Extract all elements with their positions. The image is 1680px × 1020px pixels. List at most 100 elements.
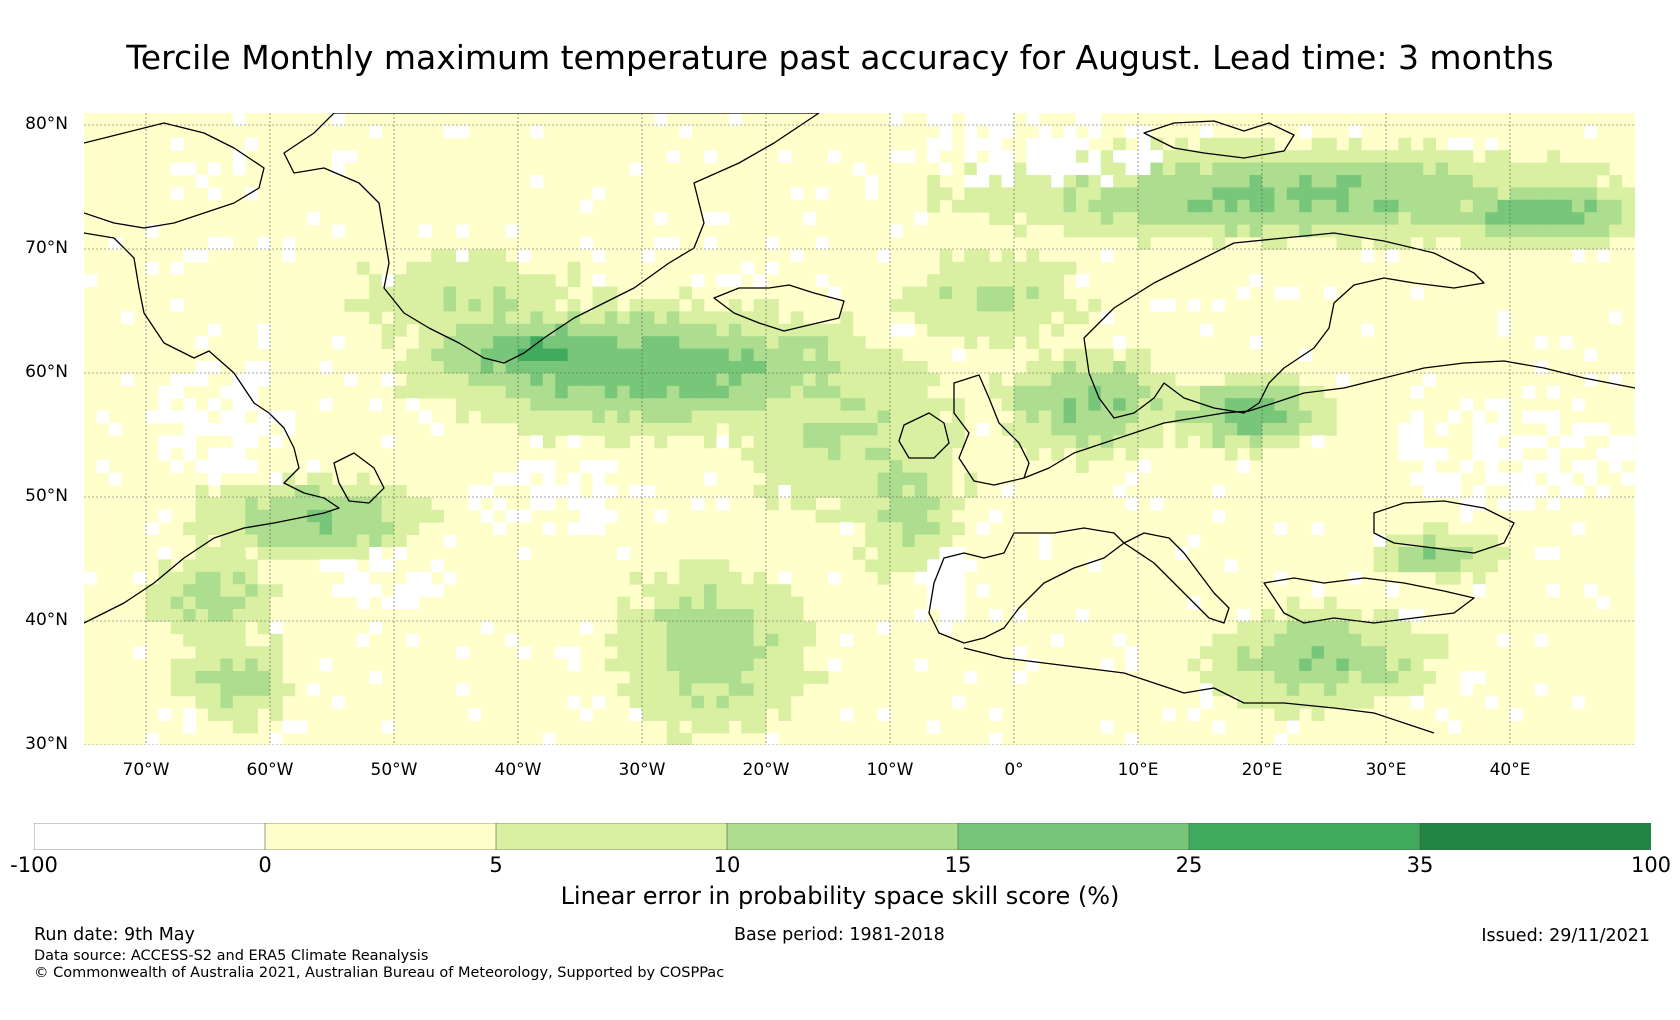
skill-cell [654, 509, 668, 523]
skill-cell [592, 410, 606, 424]
skill-cell [1286, 398, 1300, 411]
skill-cell [1274, 423, 1288, 436]
skill-cell [1497, 547, 1511, 560]
skill-cell [666, 423, 680, 436]
skill-cell [1621, 187, 1635, 201]
skill-cell [356, 534, 370, 548]
skill-cell [691, 299, 705, 312]
skill-cell [1398, 199, 1412, 213]
skill-cell [927, 187, 940, 201]
skill-cell [1212, 175, 1226, 188]
skill-cell [1472, 224, 1486, 238]
skill-cell [1423, 150, 1436, 163]
skill-cell [728, 348, 742, 362]
skill-cell [1076, 199, 1089, 213]
skill-cell [1534, 336, 1548, 349]
skill-cell [294, 720, 308, 734]
skill-cell [704, 212, 717, 225]
skill-cell [840, 447, 854, 461]
skill-cell [1472, 559, 1486, 573]
data-source: Data source: ACCESS-S2 and ERA5 Climate … [34, 948, 429, 964]
skill-cell [1150, 199, 1164, 213]
skill-cell [542, 435, 556, 449]
skill-cell [220, 460, 234, 473]
skill-cell [232, 596, 246, 610]
newfoundland-coast [333, 452, 385, 504]
skill-cell [1348, 646, 1362, 659]
skill-cell [1435, 485, 1449, 498]
skill-cell [1262, 695, 1275, 709]
skill-cell [1336, 695, 1350, 709]
skill-cell [691, 584, 705, 597]
skill-cell [778, 695, 792, 709]
skill-cell [530, 311, 544, 325]
skill-cell [766, 447, 779, 461]
skill-cell [790, 361, 804, 374]
skill-cell [840, 410, 854, 424]
skill-cell [1262, 621, 1275, 635]
skill-cell [270, 708, 283, 721]
skill-cell [468, 398, 482, 411]
lat-label-50n: 50°N [25, 486, 68, 506]
skill-cell [927, 559, 940, 573]
skill-cell [642, 373, 655, 387]
skill-cell [927, 472, 940, 486]
skill-cell [418, 509, 432, 523]
skill-cell [1249, 336, 1263, 349]
skill-cell [828, 323, 841, 337]
skill-cell [1299, 683, 1312, 697]
skill-cell [828, 658, 841, 672]
skill-cell [232, 559, 246, 573]
skill-cell [976, 137, 990, 151]
skill-cell [1373, 162, 1387, 176]
skill-cell [642, 621, 655, 635]
skill-cell [1386, 175, 1399, 188]
skill-cell [307, 547, 320, 560]
skill-cell [232, 410, 246, 424]
base-period: Base period: 1981-2018 [734, 925, 945, 945]
skill-cell [1224, 385, 1238, 399]
skill-cell [1324, 175, 1337, 188]
skill-cell [865, 385, 878, 399]
skill-cell [232, 485, 246, 498]
skill-cell [728, 609, 742, 622]
skill-cell [1100, 373, 1114, 387]
skill-cell [1274, 571, 1288, 585]
skill-cell [964, 187, 978, 201]
skill-cell [555, 336, 568, 349]
skill-cell [1584, 348, 1598, 362]
skill-cell [604, 299, 618, 312]
skill-cell [1026, 373, 1040, 387]
skill-cell [666, 609, 680, 622]
skill-cell [1162, 199, 1176, 213]
skill-cell [654, 373, 668, 387]
colorbar-swatch [264, 822, 497, 851]
skill-cell [803, 323, 816, 337]
skill-cell [394, 311, 407, 325]
skill-cell [1286, 695, 1300, 709]
skill-cell [890, 361, 903, 374]
skill-cell [456, 125, 469, 139]
skill-cell [1274, 175, 1288, 188]
skill-cell [964, 311, 978, 325]
skill-cell [1063, 261, 1077, 275]
skill-cell [890, 509, 903, 523]
skill-cell [1100, 162, 1114, 176]
skill-cell [666, 708, 680, 721]
skill-cell [629, 299, 643, 312]
skill-cell [456, 274, 469, 287]
skill-cell [1138, 460, 1151, 473]
skill-cell [518, 472, 531, 486]
skill-cell [1460, 497, 1474, 511]
skill-cell [1274, 671, 1288, 684]
skill-cell [989, 212, 1002, 225]
skill-cell [96, 460, 110, 473]
skill-cell [617, 398, 630, 411]
skill-cell [282, 522, 296, 535]
skill-cell [394, 485, 407, 498]
skill-cell [865, 559, 878, 573]
skill-cell [406, 596, 420, 610]
skill-cell [1249, 385, 1263, 399]
colorbar-tick-25: 25 [1175, 853, 1203, 877]
skill-cell [704, 584, 717, 597]
